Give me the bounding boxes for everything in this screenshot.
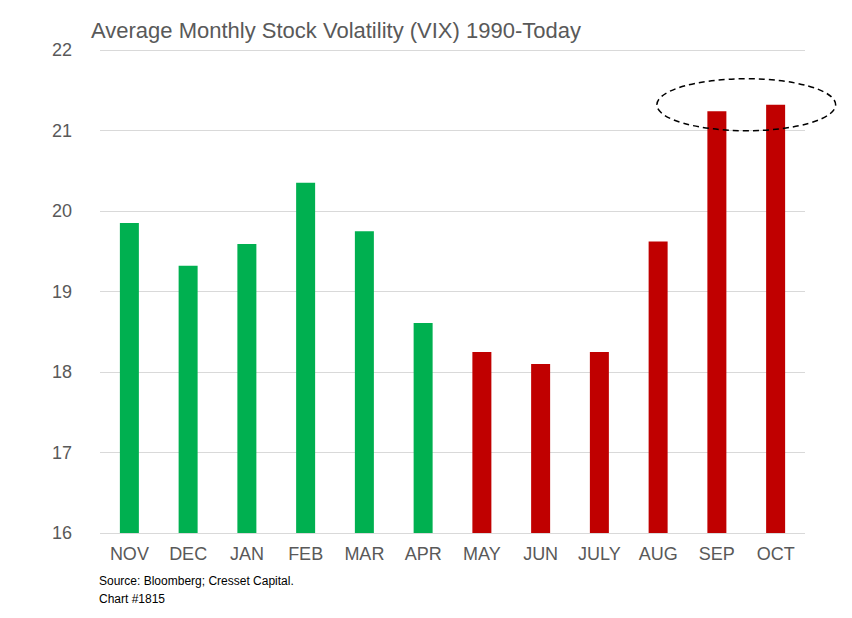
svg-text:16: 16 [52,523,72,543]
svg-text:Chart #1815: Chart #1815 [99,592,165,606]
svg-text:JUN: JUN [523,544,558,564]
svg-text:OCT: OCT [757,544,795,564]
svg-text:APR: APR [405,544,442,564]
svg-text:17: 17 [52,443,72,463]
svg-text:22: 22 [52,40,72,60]
svg-text:Average Monthly Stock Volatili: Average Monthly Stock Volatility (VIX) 1… [91,18,581,43]
svg-text:21: 21 [52,121,72,141]
svg-text:20: 20 [52,201,72,221]
svg-text:19: 19 [52,282,72,302]
svg-text:Source: Bloomberg; Cresset Cap: Source: Bloomberg; Cresset Capital. [99,574,294,588]
svg-text:FEB: FEB [288,544,323,564]
svg-text:NOV: NOV [110,544,149,564]
svg-text:SEP: SEP [699,544,735,564]
svg-text:JULY: JULY [578,544,621,564]
svg-text:AUG: AUG [639,544,678,564]
svg-text:DEC: DEC [169,544,207,564]
svg-text:JAN: JAN [230,544,264,564]
svg-text:MAR: MAR [344,544,384,564]
svg-text:MAY: MAY [463,544,501,564]
svg-text:18: 18 [52,362,72,382]
